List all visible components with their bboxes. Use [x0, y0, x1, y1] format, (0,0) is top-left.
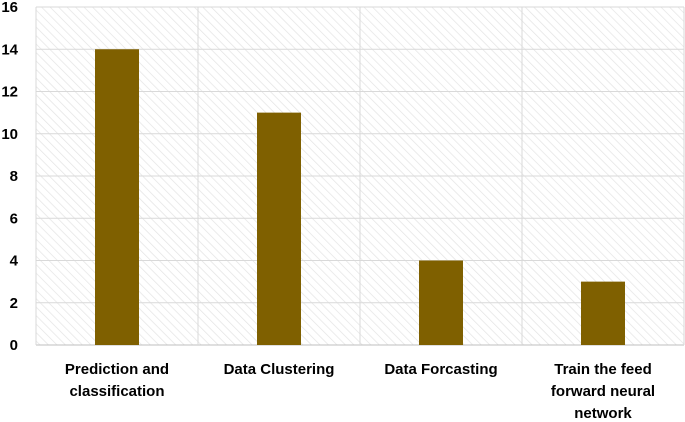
- bar-3: [581, 281, 625, 345]
- y-tick-label: 2: [10, 295, 18, 312]
- y-tick-label: 6: [10, 210, 18, 227]
- y-tick-label: 14: [1, 41, 18, 58]
- bar-2: [419, 260, 463, 345]
- x-category-label: Train the feed forward neural network: [551, 361, 655, 422]
- x-category-label: Data Forcasting: [384, 361, 497, 378]
- bar-0: [95, 49, 139, 345]
- y-tick-label: 0: [10, 337, 18, 354]
- x-category-label: Data Clustering: [224, 361, 335, 378]
- y-tick-label: 12: [1, 84, 18, 101]
- x-category-label: Prediction and classification: [65, 361, 169, 400]
- y-tick-label: 16: [1, 0, 18, 16]
- y-tick-label: 8: [10, 168, 18, 185]
- y-tick-label: 4: [10, 253, 19, 270]
- bar-1: [257, 112, 301, 345]
- y-tick-label: 10: [1, 126, 18, 143]
